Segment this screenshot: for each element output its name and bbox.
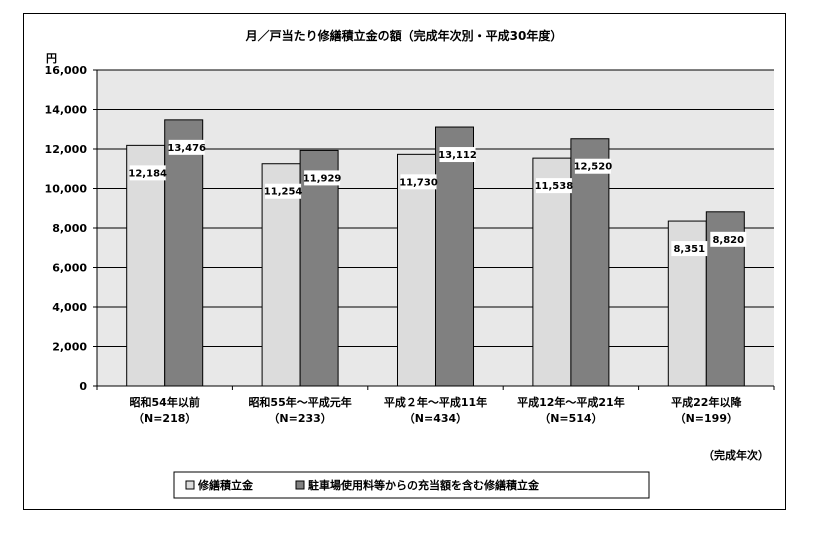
y-tick-label: 0 [79,380,87,393]
data-label-box [265,183,302,199]
legend: 修繕積立金 駐車場使用料等からの充当額を含む修繕積立金 [173,471,650,499]
legend-swatch [295,480,305,490]
data-label: 12,184 [128,168,167,179]
data-label: 11,730 [399,177,438,188]
chart-frame: 月／戸当たり修繕積立金の額（完成年次別・平成30年度） 円 0 2,000 4,00… [23,13,786,510]
data-label-box [671,241,708,257]
data-label: 11,254 [264,187,303,198]
x-axis-label: （完成年次） [703,448,769,462]
data-label: 8,351 [673,244,705,255]
x-category-n-label: （N=218） [133,412,196,425]
x-category-label: 昭和54年以前 [130,395,200,409]
y-tick-label: 4,000 [52,301,87,314]
y-axis-unit-label: 円 [46,52,57,65]
x-category-label: 平成22年以降 [671,395,742,409]
x-category-n-label: （N=514） [539,412,602,425]
y-tick-label: 10,000 [45,183,88,196]
data-label: 13,476 [167,143,206,154]
data-label-box [535,178,572,194]
y-tick-label: 14,000 [45,104,88,117]
bar-shuzen-incl-parking [570,138,610,387]
x-category-n-label: （N=233） [268,412,331,425]
y-tick-label: 8,000 [52,222,87,235]
bar-shuzen-incl-parking [435,126,474,387]
bar-shuzen-incl-parking [299,149,339,387]
x-category-label: 平成２年～平成11年 [384,395,487,409]
y-tick-label: 6,000 [52,262,87,275]
y-tick-label: 12,000 [45,143,88,156]
x-axis-categories: 昭和54年以前 （N=218） 昭和55年～平成元年 （N=233） 平成２年～平成11… [96,386,775,425]
y-tick-label: 16,000 [45,64,88,77]
data-label: 13,112 [438,150,477,161]
data-label-box [168,139,205,155]
data-label-box [439,147,476,163]
x-category-label: 平成12年～平成21年 [517,395,625,409]
bar-shuzen [261,163,301,387]
legend-swatch [185,480,195,490]
legend-label: 修繕積立金 [197,478,254,492]
x-category-n-label: （N=199） [675,412,738,425]
legend-label: 駐車場使用料等からの充当額を含む修繕積立金 [308,478,540,492]
bar-shuzen [532,157,572,387]
bars [126,119,745,387]
bar-chart: 月／戸当たり修繕積立金の額（完成年次別・平成30年度） 円 0 2,000 4,00… [45,28,775,499]
bar-shuzen [397,153,436,387]
legend-box [173,471,650,499]
data-label-box [400,174,437,190]
x-category-n-label: （N=434） [404,412,467,425]
data-label-box [304,170,341,186]
data-label: 11,929 [303,173,342,184]
data-label: 8,820 [712,235,744,246]
bar-shuzen [126,144,166,387]
data-label: 11,538 [535,181,574,192]
chart-title: 月／戸当たり修繕積立金の額（完成年次別・平成30年度） [245,28,563,43]
x-category-label: 昭和55年～平成元年 [248,395,351,409]
y-tick-label: 2,000 [52,341,87,354]
data-label-box [129,165,166,181]
data-label: 12,520 [574,162,613,173]
bar-shuzen-incl-parking [164,119,204,387]
data-label-box [710,231,747,247]
data-label-box [574,158,611,174]
